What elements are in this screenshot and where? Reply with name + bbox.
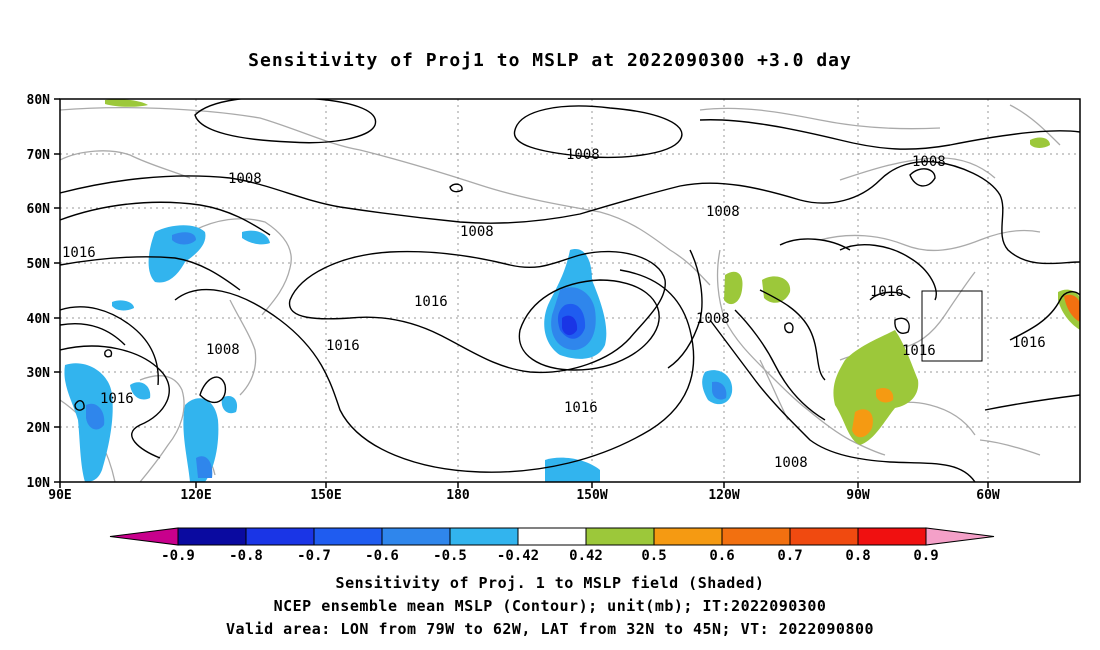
- colorbar-label: 0.7: [777, 548, 802, 564]
- sensitivity-map: 1008 1008 1008 1008 1008 1008 1016 1016 …: [27, 93, 1081, 500]
- lat-labels: 80N 70N 60N 50N 40N 30N 20N 10N: [27, 93, 51, 491]
- caption-valid-area: Valid area: LON from 79W to 62W, LAT fro…: [225, 620, 875, 638]
- lat-tick-label: 70N: [27, 148, 51, 163]
- colorbar-label: -0.6: [365, 548, 399, 564]
- contour-label: 1008: [706, 204, 740, 220]
- contour-label: 1016: [1012, 335, 1046, 351]
- colorbar-swatch: [517, 527, 587, 546]
- contour-label: 1008: [206, 342, 240, 358]
- contour-label: 1008: [228, 171, 262, 187]
- lat-tick-label: 20N: [27, 421, 51, 436]
- caption-shaded: Sensitivity of Proj. 1 to MSLP field (Sh…: [335, 574, 765, 592]
- contour-label: 1008: [774, 455, 808, 471]
- lon-tick-label: 180: [446, 488, 470, 500]
- map-title: Sensitivity of Proj1 to MSLP at 20220903…: [248, 50, 852, 71]
- colorbar-label: 0.8: [845, 548, 870, 564]
- colorbar-swatch: [653, 527, 723, 546]
- lon-labels: 90E 120E 150E 180 150W 120W 90W 60W: [48, 488, 1000, 500]
- contour-label: 1008: [460, 224, 494, 240]
- colorbar-label: 0.42: [569, 548, 603, 564]
- colorbar-label: 0.6: [709, 548, 734, 564]
- colorbar-label: -0.8: [229, 548, 263, 564]
- contour-label: 1016: [326, 338, 360, 354]
- contour-label: 1016: [62, 245, 96, 261]
- colorbar-swatch: [381, 527, 451, 546]
- colorbar-swatch: [585, 527, 655, 546]
- lon-tick-label: 150E: [310, 488, 341, 500]
- colorbar-label: 0.9: [913, 548, 938, 564]
- colorbar-swatch: [313, 527, 383, 546]
- contour-labels: 1008 1008 1008 1008 1008 1008 1016 1016 …: [62, 147, 1046, 471]
- contour-label: 1008: [566, 147, 600, 163]
- colorbar-swatch: [789, 527, 859, 546]
- colorbar-swatch: [449, 527, 519, 546]
- lat-tick-label: 80N: [27, 93, 51, 108]
- map-frame: [59, 98, 1081, 483]
- lat-tick-label: 50N: [27, 257, 51, 272]
- colorbar-label: -0.7: [297, 548, 331, 564]
- colorbar-label: -0.9: [161, 548, 195, 564]
- contour-label: 1016: [870, 284, 904, 300]
- colorbar-label: 0.5: [641, 548, 666, 564]
- lon-tick-label: 120W: [708, 488, 739, 500]
- lon-tick-label: 90W: [846, 488, 870, 500]
- contour-label: 1016: [414, 294, 448, 310]
- colorbar-swatch: [245, 527, 315, 546]
- tick-marks: [54, 98, 989, 488]
- colorbar-high-arrow: [925, 527, 995, 546]
- colorbar: -0.9 -0.8 -0.7 -0.6 -0.5 -0.42 0.42 0.5 0.6 0.7 0.…: [109, 527, 995, 564]
- mslp-contours: [60, 99, 1080, 482]
- caption-contour: NCEP ensemble mean MSLP (Contour); unit(…: [273, 597, 827, 615]
- colorbar-swatch: [177, 527, 247, 546]
- lon-tick-label: 90E: [48, 488, 71, 500]
- lon-tick-label: 60W: [976, 488, 1000, 500]
- lat-tick-label: 60N: [27, 202, 51, 217]
- lat-tick-label: 30N: [27, 366, 51, 381]
- contour-label: 1016: [100, 391, 134, 407]
- colorbar-swatch: [857, 527, 927, 546]
- colorbar-low-arrow: [109, 527, 179, 546]
- lon-tick-label: 150W: [576, 488, 607, 500]
- lat-tick-label: 40N: [27, 312, 51, 327]
- contour-label: 1008: [912, 154, 946, 170]
- valid-area-box: [921, 290, 983, 362]
- contour-label: 1016: [564, 400, 598, 416]
- lon-tick-label: 120E: [180, 488, 211, 500]
- colorbar-label: -0.42: [497, 548, 539, 564]
- colorbar-label: -0.5: [433, 548, 467, 564]
- contour-label: 1016: [902, 343, 936, 359]
- contour-label: 1008: [696, 311, 730, 327]
- colorbar-swatch: [721, 527, 791, 546]
- sensitivity-shading: [64, 99, 1080, 482]
- lat-tick-label: 10N: [27, 476, 51, 491]
